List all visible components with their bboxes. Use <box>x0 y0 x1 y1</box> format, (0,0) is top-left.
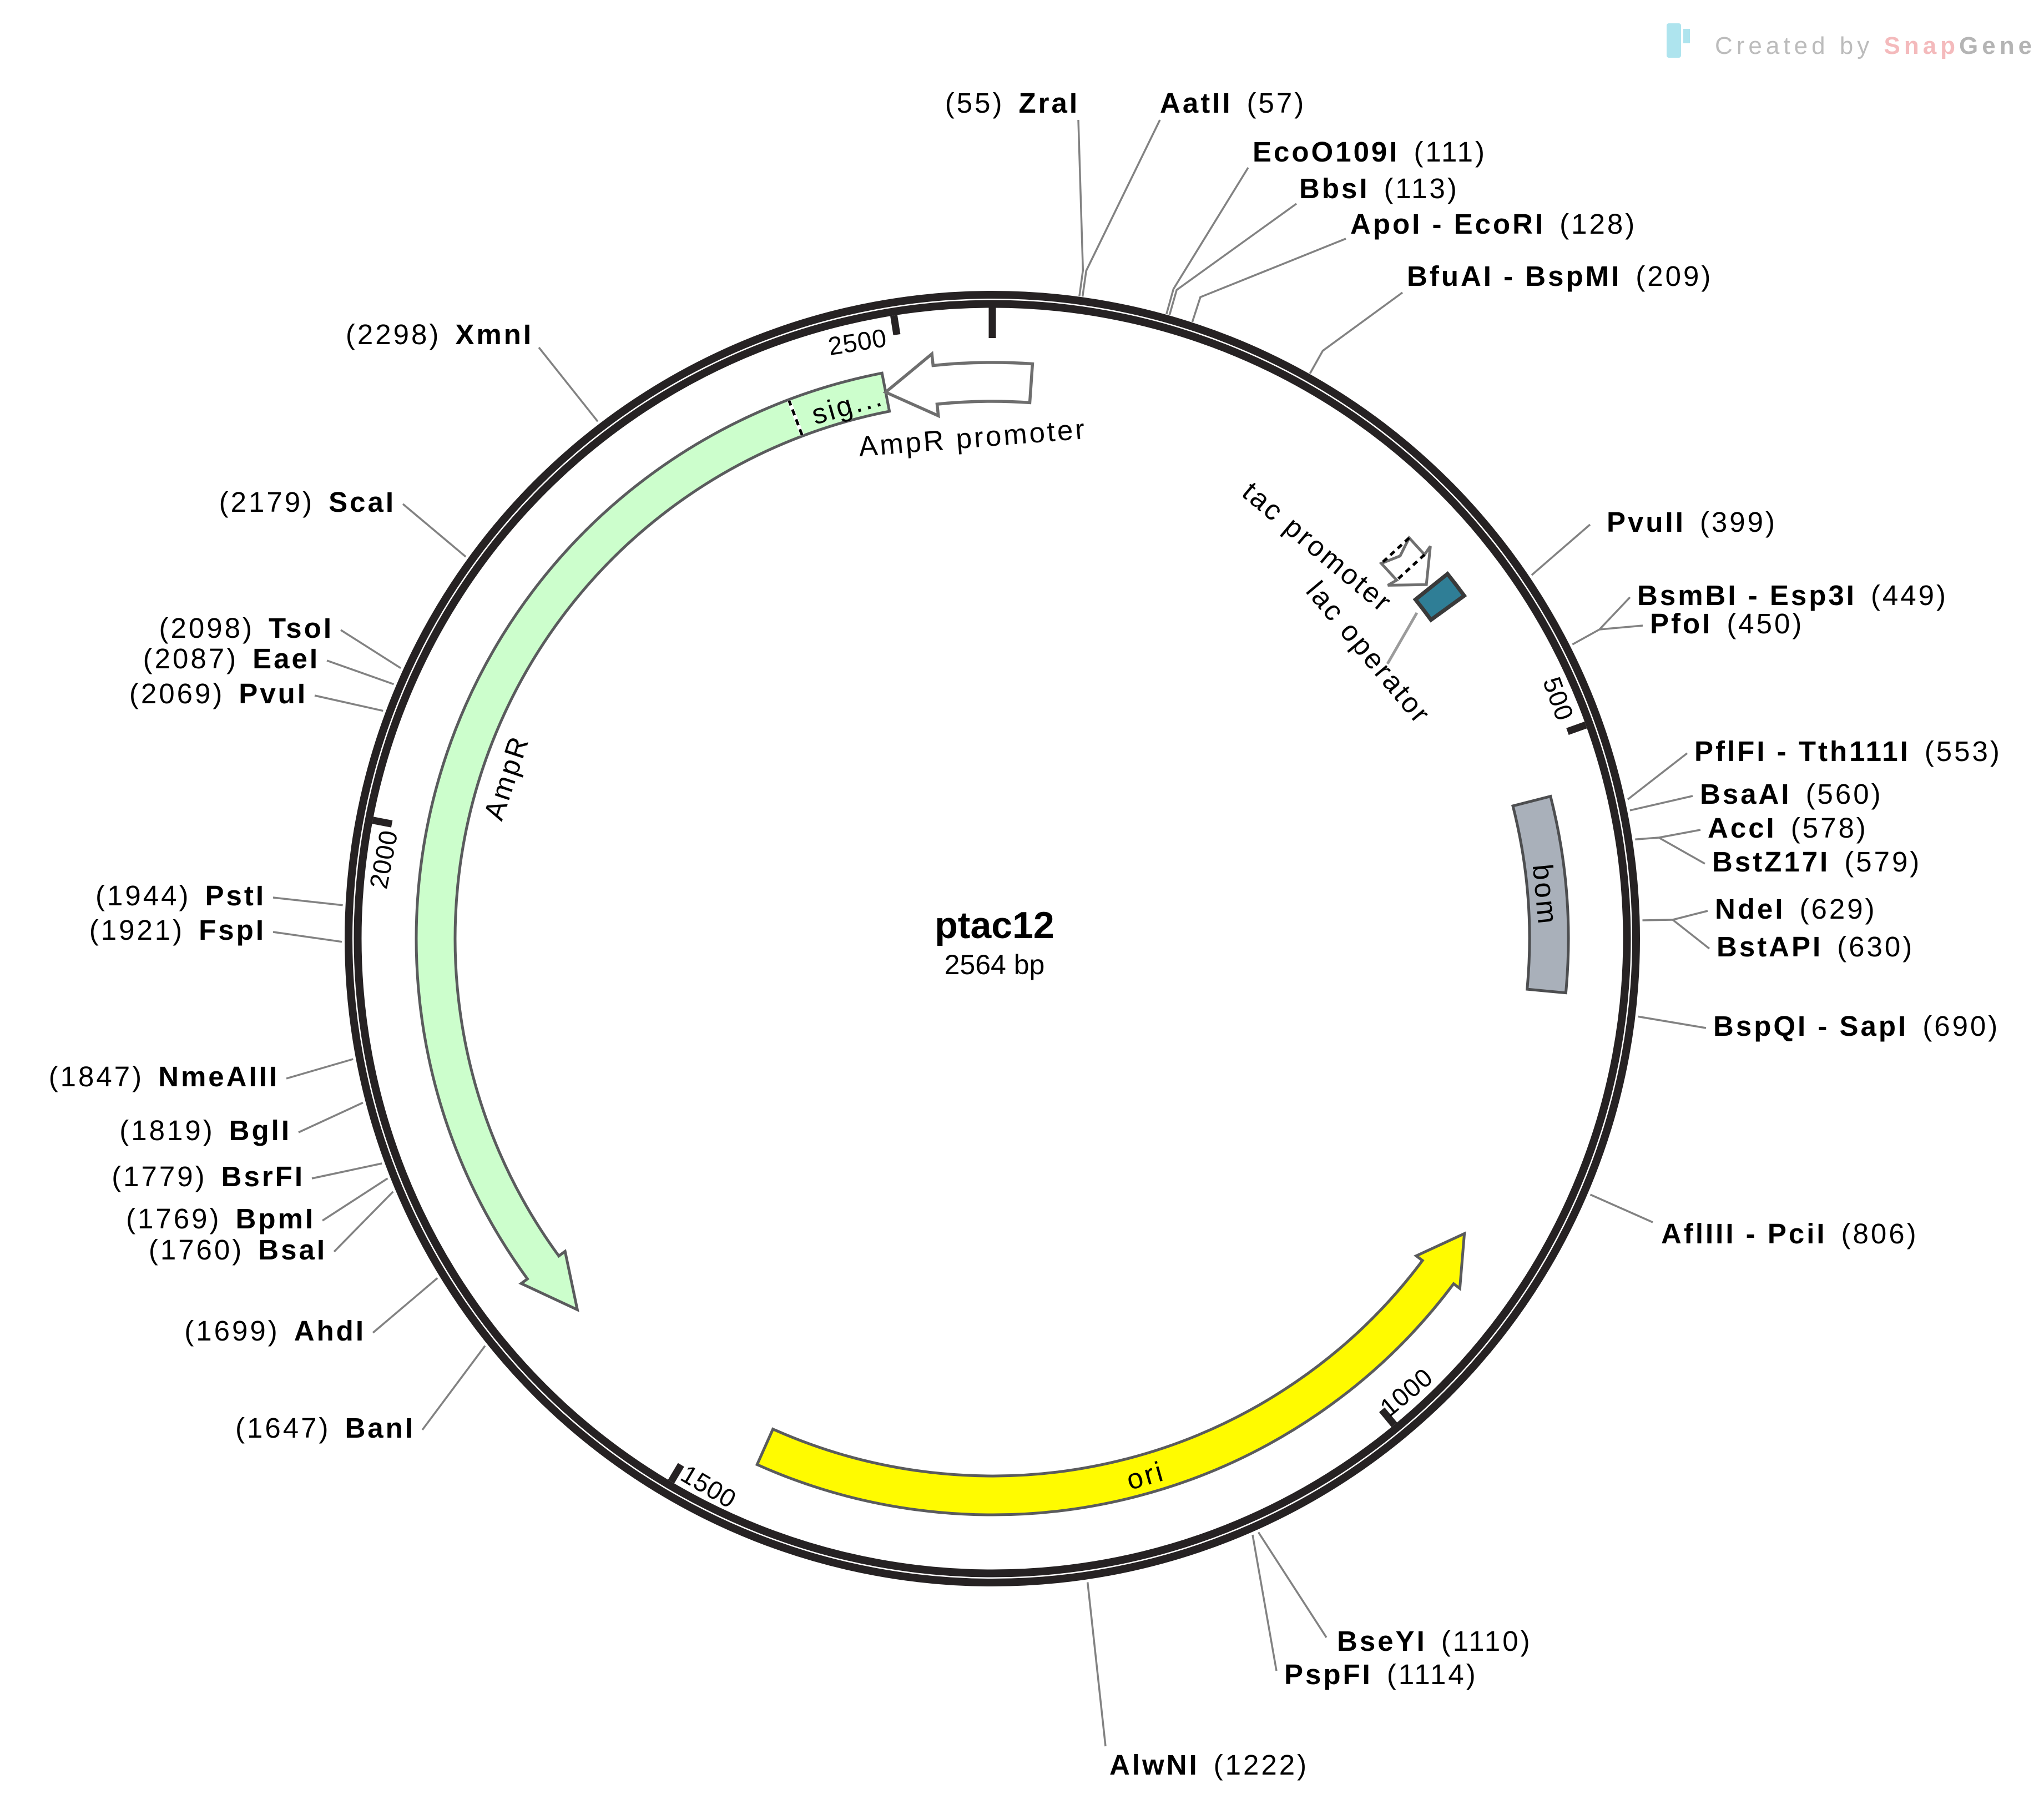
svg-text:EcoO109I(111): EcoO109I (111) <box>1253 136 1487 168</box>
svg-text:ApoI - EcoRI(128): ApoI - EcoRI (128) <box>1350 208 1637 240</box>
svg-text:AccI(578): AccI (578) <box>1708 812 1868 844</box>
svg-text:(1944)PstI: (1944) PstI <box>95 880 266 911</box>
svg-text:BspQI - SapI(690): BspQI - SapI (690) <box>1713 1010 2000 1042</box>
svg-text:(2069)PvuI: (2069) PvuI <box>129 678 307 709</box>
svg-text:PflFI - Tth111I(553): PflFI - Tth111I (553) <box>1694 735 2002 767</box>
svg-text:BsaAI(560): BsaAI (560) <box>1700 778 1883 810</box>
svg-text:(2298)XmnI: (2298) XmnI <box>346 319 533 350</box>
svg-text:(1847)NmeAIII: (1847) NmeAIII <box>49 1061 279 1092</box>
svg-text:(1699)AhdI: (1699) AhdI <box>184 1315 366 1347</box>
svg-text:(1760)BsaI: (1760) BsaI <box>149 1234 327 1266</box>
svg-text:2564 bp: 2564 bp <box>945 949 1045 980</box>
svg-text:PspFI(1114): PspFI (1114) <box>1284 1659 1478 1690</box>
svg-text:BfuAI - BspMI(209): BfuAI - BspMI (209) <box>1407 260 1713 292</box>
svg-text:(1819)BglI: (1819) BglI <box>119 1115 291 1146</box>
svg-text:(2179)ScaI: (2179) ScaI <box>219 486 396 518</box>
svg-text:(1779)BsrFI: (1779) BsrFI <box>112 1161 305 1192</box>
svg-text:BstZ17I(579): BstZ17I (579) <box>1712 846 1921 878</box>
svg-text:BbsI(113): BbsI (113) <box>1299 173 1459 204</box>
svg-text:AlwNI(1222): AlwNI (1222) <box>1109 1749 1309 1781</box>
svg-text:BseYI(1110): BseYI (1110) <box>1337 1625 1532 1657</box>
svg-text:Created by SnapGene: Created by SnapGene <box>1715 32 2036 59</box>
svg-text:BstAPI(630): BstAPI (630) <box>1717 931 1914 963</box>
svg-text:PvuII(399): PvuII (399) <box>1607 506 1777 538</box>
svg-text:AflIII - PciI(806): AflIII - PciI (806) <box>1661 1218 1919 1249</box>
svg-text:ptac12: ptac12 <box>935 904 1054 946</box>
svg-text:(55)ZraI: (55) ZraI <box>945 87 1079 119</box>
svg-text:(1647)BanI: (1647) BanI <box>235 1412 415 1444</box>
svg-text:(2098)TsoI: (2098) TsoI <box>159 612 334 644</box>
svg-text:bom: bom <box>1527 863 1564 927</box>
svg-text:(1921)FspI: (1921) FspI <box>89 914 266 946</box>
svg-text:(2087)EaeI: (2087) EaeI <box>143 643 320 674</box>
svg-text:NdeI(629): NdeI (629) <box>1715 893 1877 925</box>
svg-text:BsmBI - Esp3I(449): BsmBI - Esp3I (449) <box>1637 580 1948 611</box>
svg-text:(1769)BpmI: (1769) BpmI <box>126 1203 315 1234</box>
svg-text:AatII(57): AatII (57) <box>1160 87 1306 119</box>
svg-text:PfoI(450): PfoI (450) <box>1650 608 1804 639</box>
